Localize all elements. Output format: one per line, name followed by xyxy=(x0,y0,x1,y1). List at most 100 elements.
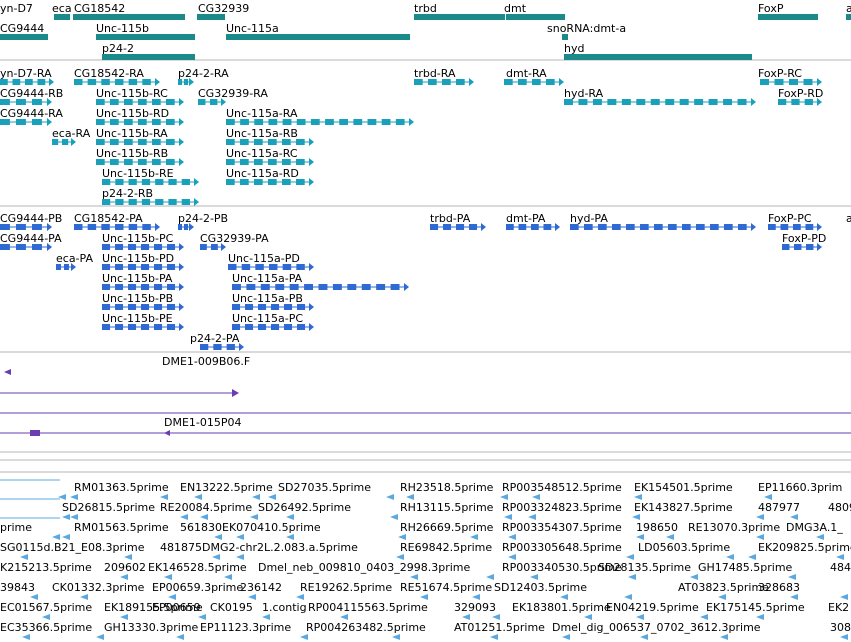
transcript-exon[interactable] xyxy=(395,119,405,125)
transcript-exon[interactable] xyxy=(804,99,813,105)
transcript-exon[interactable] xyxy=(760,79,769,85)
transcript-exon[interactable] xyxy=(96,119,105,125)
cds-exon[interactable] xyxy=(284,304,293,310)
est-label[interactable]: 487977 xyxy=(758,501,800,514)
cds-strand-arrow[interactable] xyxy=(309,323,314,331)
cds-exon[interactable] xyxy=(102,304,111,310)
cd-label[interactable]: dmt-PA xyxy=(506,212,546,225)
transcript-exon[interactable] xyxy=(254,119,264,125)
transcript-exon[interactable] xyxy=(665,99,675,105)
cds-exon[interactable] xyxy=(531,224,539,230)
transcript-exon[interactable] xyxy=(110,119,119,125)
est-label[interactable]: GH17485.5prime xyxy=(698,561,793,574)
transcript-label[interactable]: Unc-115b-RE xyxy=(102,167,174,180)
est-arrow[interactable] xyxy=(756,534,764,540)
cds-exon[interactable] xyxy=(710,224,719,230)
transcript-label[interactable]: p24-2-RB xyxy=(102,187,154,200)
cd-label[interactable]: Unc-115b-PC xyxy=(102,232,174,245)
transcript-exon[interactable] xyxy=(240,139,249,145)
cds-exon[interactable] xyxy=(128,324,137,330)
cds-exon[interactable] xyxy=(258,304,267,310)
cd-label[interactable]: FoxP-PD xyxy=(782,232,827,245)
cds-exon[interactable] xyxy=(101,224,110,230)
transcript-exon[interactable] xyxy=(96,139,105,145)
transcript-exon[interactable] xyxy=(155,179,164,185)
gene-label[interactable]: Unc-115b xyxy=(96,22,150,35)
est-arrow[interactable] xyxy=(490,634,498,640)
transcript-exon[interactable] xyxy=(115,199,124,205)
transcript-exon[interactable] xyxy=(138,119,147,125)
est-arrow[interactable] xyxy=(58,494,66,500)
est-arrow[interactable] xyxy=(420,594,428,600)
transcript-exon[interactable] xyxy=(268,179,277,185)
cds-strand-arrow[interactable] xyxy=(189,223,194,231)
transcript-exon[interactable] xyxy=(268,139,277,145)
est-arrow[interactable] xyxy=(180,514,188,520)
cds-exon[interactable] xyxy=(87,224,97,230)
gene-bar[interactable] xyxy=(54,14,70,20)
est-arrow[interactable] xyxy=(756,614,764,620)
est-arrow[interactable] xyxy=(164,574,172,580)
cds-exon[interactable] xyxy=(141,304,150,310)
est-label[interactable]: EP11123.3prime xyxy=(200,621,292,634)
est-arrow[interactable] xyxy=(530,574,538,580)
est-label[interactable]: RE13070.3prime xyxy=(688,521,781,534)
est-arrow[interactable] xyxy=(634,494,642,500)
transcript-exon[interactable] xyxy=(774,79,784,85)
transcript-exon[interactable] xyxy=(325,119,334,125)
cd-label[interactable]: p24-2-PA xyxy=(190,332,240,345)
cds-exon[interactable] xyxy=(584,224,593,230)
est-arrow[interactable] xyxy=(248,594,256,600)
est-label[interactable]: RP004263482.5prime xyxy=(306,621,426,634)
cd-label[interactable]: CG9444-PA xyxy=(0,232,62,245)
transcript-exon[interactable] xyxy=(166,99,175,105)
est-label[interactable]: Dmel_dig_006537_0702_3612.3prime xyxy=(552,621,761,634)
transcript-exon[interactable] xyxy=(456,79,465,85)
est-arrow[interactable] xyxy=(386,494,394,500)
est-arrow[interactable] xyxy=(748,554,756,560)
cd-label[interactable]: Unc-115b-PA xyxy=(102,272,173,285)
gene-bar[interactable] xyxy=(197,14,225,20)
cds-strand-arrow[interactable] xyxy=(481,223,486,231)
cds-strand-arrow[interactable] xyxy=(404,283,409,291)
cds-exon[interactable] xyxy=(361,284,371,290)
transcript-exon[interactable] xyxy=(124,139,133,145)
cds-exon[interactable] xyxy=(184,224,188,230)
cds-exon[interactable] xyxy=(724,224,733,230)
est-arrow[interactable] xyxy=(30,594,38,600)
cds-exon[interactable] xyxy=(668,224,677,230)
cds-exon[interactable] xyxy=(246,284,256,290)
transcript-exon[interactable] xyxy=(607,99,617,105)
cd-label[interactable]: p24-2-PB xyxy=(178,212,229,225)
transcript-exon[interactable] xyxy=(268,119,278,125)
est-arrow[interactable] xyxy=(528,514,536,520)
transcript-exon[interactable] xyxy=(778,99,787,105)
est-label[interactable]: SD12403.5prime xyxy=(494,581,587,594)
transcript-exon[interactable] xyxy=(152,139,161,145)
gene-label[interactable]: trbd xyxy=(414,2,437,15)
cds-exon[interactable] xyxy=(167,324,176,330)
est-arrow[interactable] xyxy=(840,634,848,640)
cds-exon[interactable] xyxy=(115,224,124,230)
cds-exon[interactable] xyxy=(245,304,254,310)
cds-exon[interactable] xyxy=(304,284,314,290)
est-label[interactable]: RP003324823.5prime xyxy=(502,501,622,514)
est-arrow[interactable] xyxy=(584,614,592,620)
cds-exon[interactable] xyxy=(612,224,621,230)
est-arrow[interactable] xyxy=(508,554,516,560)
transcript-exon[interactable] xyxy=(282,159,291,165)
gene-bar[interactable] xyxy=(562,34,568,40)
cds-strand-arrow[interactable] xyxy=(751,223,756,231)
est-label[interactable]: 308 xyxy=(830,621,851,634)
est-label[interactable]: EK209825.5prime xyxy=(758,541,851,554)
est-label[interactable]: EC35366.5prime xyxy=(0,621,93,634)
gene-label[interactable]: p24-2 xyxy=(102,42,134,55)
transcript-exon[interactable] xyxy=(52,139,59,145)
transcript-exon[interactable] xyxy=(254,159,263,165)
est-label[interactable]: SG0115d.B21_E08.3prime xyxy=(0,541,145,554)
est-arrow[interactable] xyxy=(790,594,798,600)
transcript-exon[interactable] xyxy=(578,99,588,105)
est-arrow[interactable] xyxy=(718,594,726,600)
transcript-exon[interactable] xyxy=(101,79,110,85)
cds-exon[interactable] xyxy=(793,224,801,230)
